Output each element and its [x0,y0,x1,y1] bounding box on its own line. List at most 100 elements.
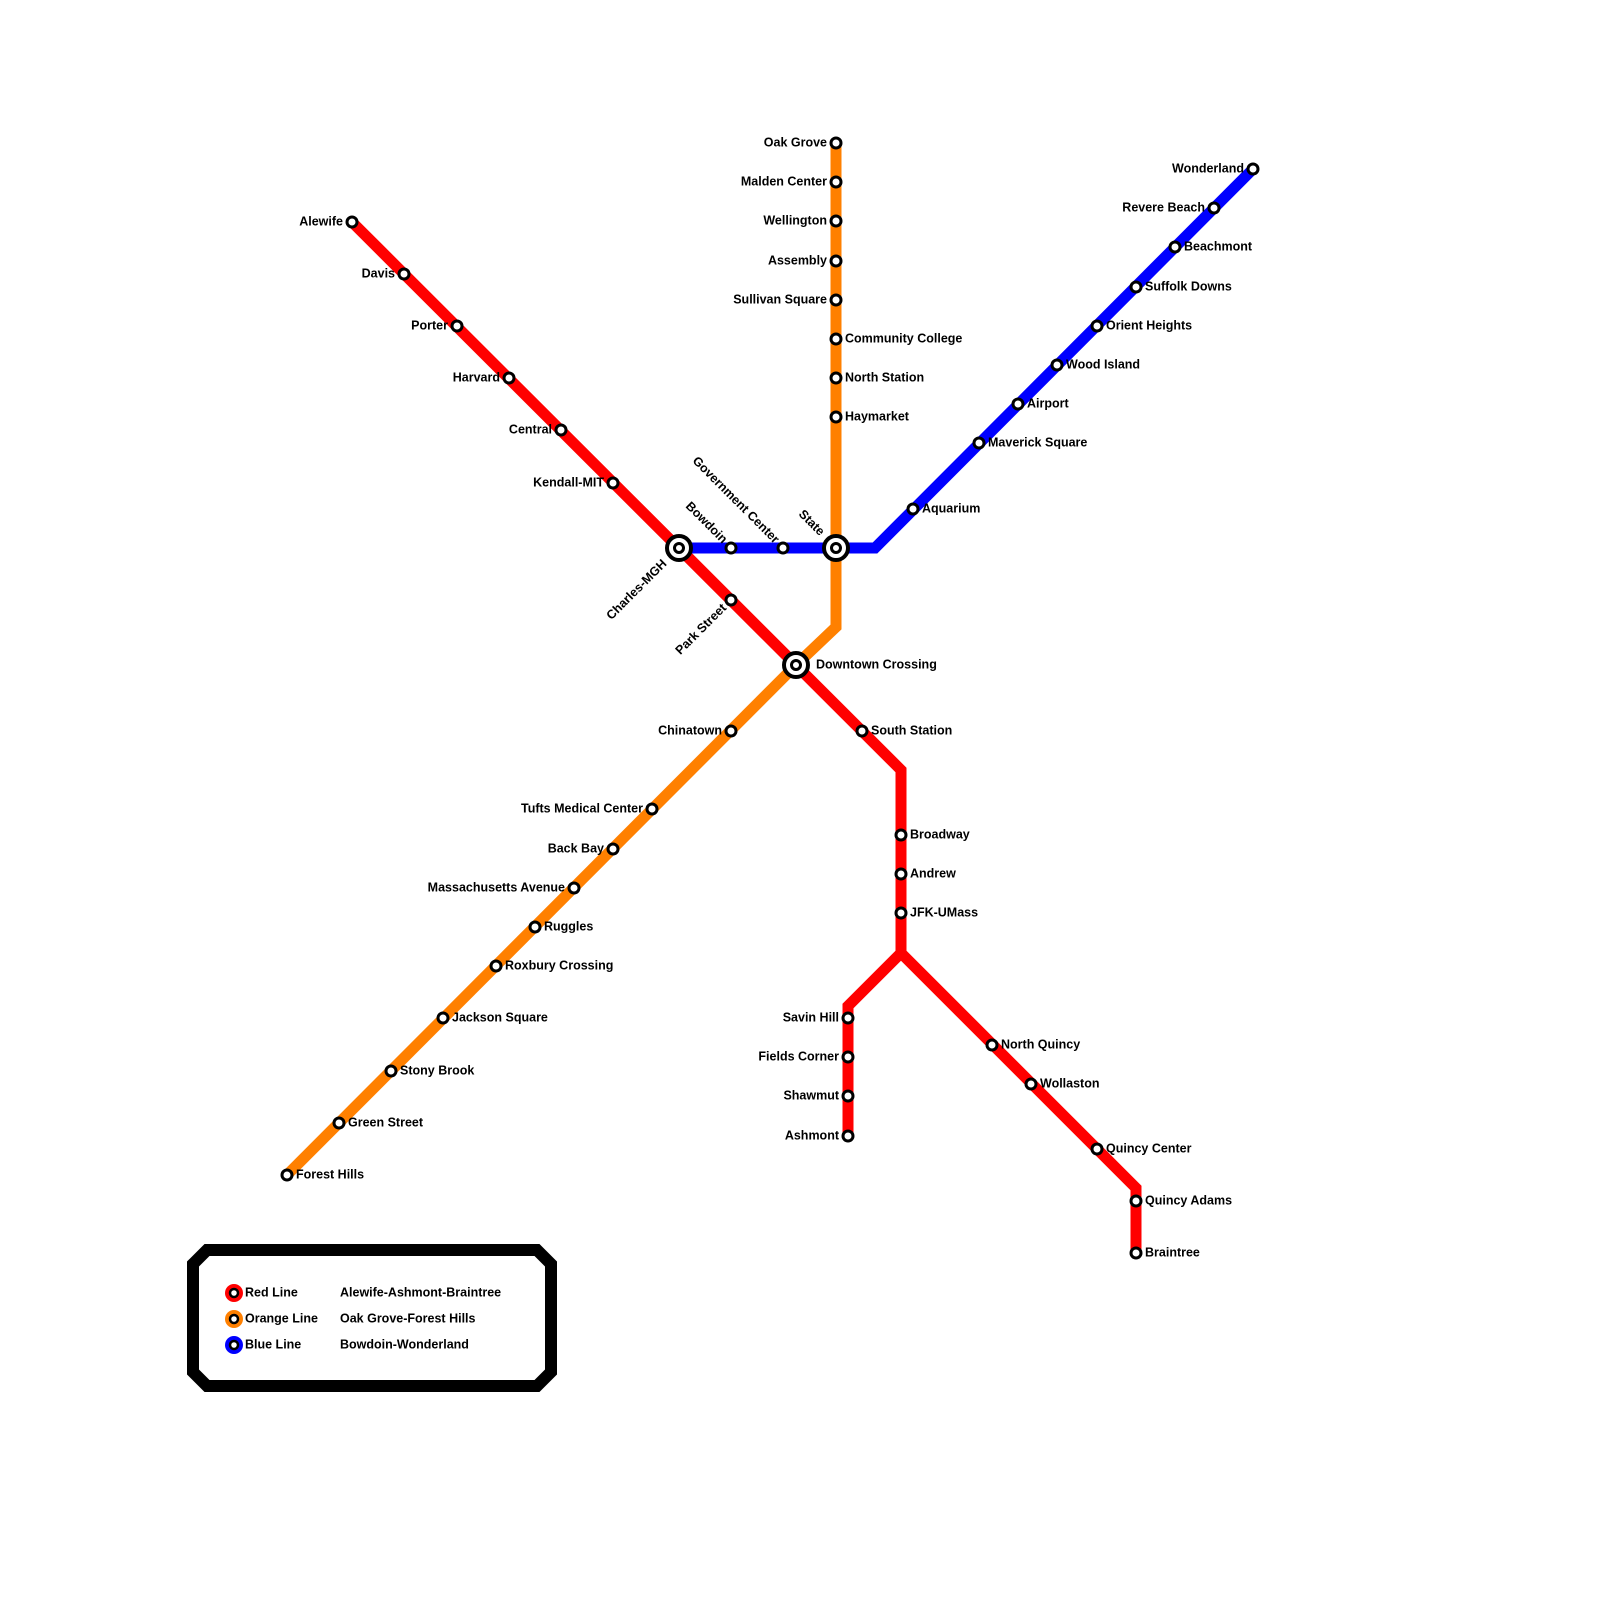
red-line-path [675,544,800,669]
route-lines [283,143,1257,1253]
station-label: Ruggles [544,919,593,933]
legend-swatch-marker [228,1339,240,1351]
legend-box [187,1244,557,1392]
station-marker [606,476,620,490]
station-marker [829,175,843,189]
station-marker [829,371,843,385]
station-marker [384,1064,398,1078]
station-label: Broadway [910,827,970,841]
station-marker [855,724,869,738]
station-label: Braintree [1145,1245,1200,1259]
station-label: Haymarket [845,409,910,423]
station-marker [332,1116,346,1130]
station-label: Community College [845,331,962,345]
legend: Red Line Alewife-Ashmont-Braintree Orange … [225,1284,501,1354]
station-label: JFK-UMass [910,905,978,919]
station-label: Quincy Adams [1145,1193,1232,1207]
station-label: Quincy Center [1106,1141,1192,1155]
station-marker [894,867,908,881]
interchange-station-core [673,542,685,554]
station-marker [829,332,843,346]
station-label: North Station [845,370,924,384]
station-label: Andrew [910,866,956,880]
station-label: Maverick Square [988,435,1087,449]
station-label: Forest Hills [296,1167,364,1181]
station-marker [502,371,516,385]
station-marker [829,136,843,150]
station-marker [1050,358,1064,372]
station-label: Charles-MGH [604,557,670,623]
station-marker [841,1011,855,1025]
interchange-station-core [830,542,842,554]
station-label: Central [509,422,552,436]
station-label: Roxbury Crossing [505,958,613,972]
station-label: Wellington [763,213,827,227]
red-line-path [897,949,1142,1253]
station-label: Alewife [299,214,343,228]
station-label: Jackson Square [452,1010,548,1024]
station-marker [972,436,986,450]
station-label: Suffolk Downs [1145,279,1232,293]
station-marker [829,410,843,424]
blue-line-path [679,165,1257,554]
station-label: Oak Grove [764,135,827,149]
station-label: Fields Corner [758,1049,839,1063]
red-line-path [348,218,907,1136]
station-label: Davis [362,266,395,280]
station-marker [397,267,411,281]
station-marker [985,1038,999,1052]
legend-line-name: Blue Line [245,1337,301,1351]
station-marker [829,214,843,228]
legend-swatch-marker [228,1313,240,1325]
station-marker [606,842,620,856]
station-label: Shawmut [783,1088,839,1102]
station-marker [1024,1077,1038,1091]
station-label: South Station [871,723,952,737]
station-label: Green Street [348,1115,424,1129]
station-marker [1246,162,1260,176]
station-label: Wonderland [1172,161,1244,175]
station-label: Stony Brook [400,1063,474,1077]
station-label: Chinatown [658,723,722,737]
station-marker [567,881,581,895]
station-label: Downtown Crossing [816,657,937,671]
station-marker [724,593,738,607]
station-marker [1129,1194,1143,1208]
interchange-station-core [790,659,802,671]
station-marker [345,215,359,229]
legend-swatch-marker [228,1287,240,1299]
station-marker [436,1011,450,1025]
station-label: Kendall-MIT [533,475,604,489]
legend-line-name: Orange Line [245,1311,318,1325]
station-label: State [796,507,828,539]
station-marker [724,541,738,555]
station-label: Assembly [768,253,827,267]
station-label: Orient Heights [1106,318,1192,332]
station-marker [1207,201,1221,215]
station-label: Wood Island [1066,357,1140,371]
station-marker [645,802,659,816]
station-marker [841,1129,855,1143]
station-marker [829,254,843,268]
station-marker [829,293,843,307]
station-label: Aquarium [922,501,980,515]
station-marker [554,423,568,437]
station-label: Airport [1027,396,1070,410]
legend-route: Oak Grove-Forest Hills [340,1311,476,1325]
station-marker [489,959,503,973]
station-label: Back Bay [548,841,604,855]
station-marker [724,724,738,738]
station-marker [841,1089,855,1103]
station-label: Ashmont [785,1128,840,1142]
station-label: Beachmont [1184,239,1253,253]
station-marker [1090,319,1104,333]
station-marker [1129,280,1143,294]
station-label: Bowdoin [683,499,730,546]
station-label: Government Center [690,454,783,547]
station-label: Massachusetts Avenue [428,880,565,894]
station-marker [894,906,908,920]
station-marker [1168,240,1182,254]
station-label: Tufts Medical Center [521,801,643,815]
legend-route: Alewife-Ashmont-Braintree [340,1285,501,1299]
